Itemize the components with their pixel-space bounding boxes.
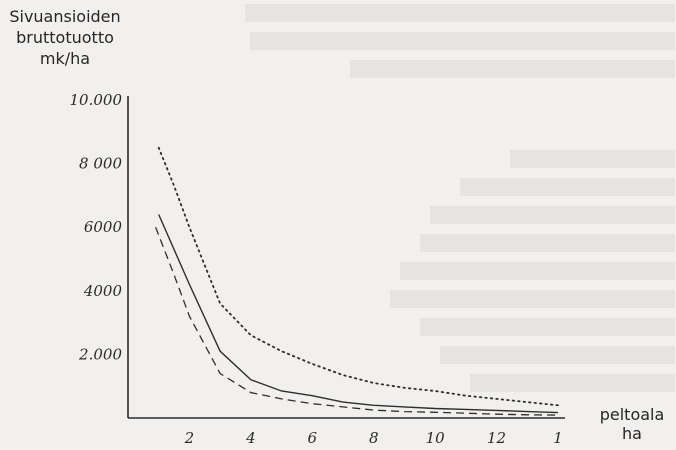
series-line-solid <box>158 214 559 414</box>
bg-text-line <box>245 4 675 22</box>
bg-text-line <box>470 374 675 392</box>
x-axis-label: peltoala ha <box>599 405 665 443</box>
bg-text-line <box>420 234 675 252</box>
x-tick-label: 2 <box>184 429 195 447</box>
axes <box>127 96 565 419</box>
series-line-dotted <box>157 146 559 407</box>
y-tick-label: 8 000 <box>79 155 122 173</box>
bg-text-line <box>460 178 675 196</box>
y-tick-label: 4000 <box>83 282 123 300</box>
bg-text-line <box>250 32 675 50</box>
bg-text-line <box>350 60 675 78</box>
x-tick-label: 12 <box>487 429 506 447</box>
bg-text-line <box>400 262 675 280</box>
bg-text-line <box>440 346 675 364</box>
y-tick-label: 2.000 <box>78 345 122 363</box>
bg-text-line <box>510 150 675 168</box>
x-tick-label: 6 <box>308 429 318 447</box>
tick-labels: 2 4 6 8 10 12 1 2.000 4000 6000 8 000 10.000 <box>70 91 563 447</box>
bg-text-line <box>390 290 675 308</box>
x-tick-label: 4 <box>245 429 256 447</box>
x-tick-label: 10 <box>426 429 446 447</box>
y-tick-label: 10.000 <box>70 91 123 109</box>
bg-text-line <box>430 206 675 224</box>
series-line-dashed <box>154 226 559 416</box>
x-tick-label: 1 <box>553 429 563 447</box>
x-tick-label: 8 <box>369 429 379 447</box>
series-lines <box>154 146 559 416</box>
y-axis-label: Sivuansioiden bruttotuotto mk/ha <box>9 7 121 68</box>
bg-text-line <box>420 318 675 336</box>
y-tick-label: 6000 <box>84 218 123 236</box>
